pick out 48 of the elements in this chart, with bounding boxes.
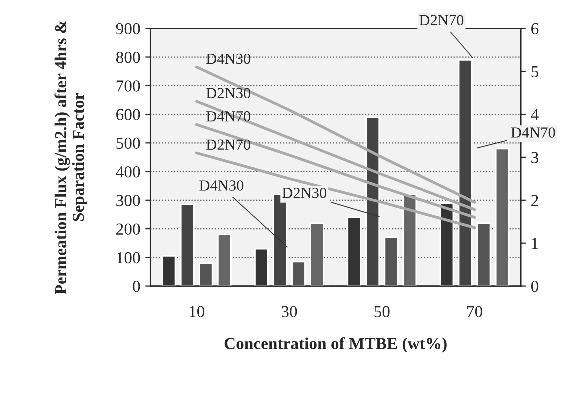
bar (310, 222, 324, 286)
x-tick-label: 70 (468, 306, 482, 318)
line-series (195, 100, 476, 212)
y-tick-label: 900 (116, 23, 140, 35)
series-label: D4N30 (206, 54, 251, 64)
line-series (195, 152, 476, 230)
y-tick-label: 600 (116, 109, 140, 120)
bar (440, 202, 454, 286)
series-label: D2N70 (206, 140, 251, 150)
y-axis-title: Permeation Flux (g/m2.h) after 4hrs & Separation Factor (54, 20, 88, 294)
y-tick-label: 800 (116, 52, 140, 64)
y2-tick-label: 4 (531, 109, 539, 120)
y2-tick-label: 0 (531, 281, 539, 292)
y2-tick-label: 6 (532, 23, 539, 35)
bar (366, 116, 380, 286)
line-series (195, 66, 476, 204)
series-label: D4N70 (206, 111, 251, 122)
y2-tick-label: 3 (532, 152, 539, 164)
x-tick-label: 50 (374, 306, 390, 318)
x-axis-title: Concentration of MTBE (wt%) (224, 338, 447, 353)
y2-tick-label: 2 (532, 195, 538, 206)
series-label: D2N30 (206, 88, 251, 99)
bar (458, 59, 473, 286)
bar (495, 148, 510, 286)
y2-tick-label: 5 (532, 66, 539, 78)
y-tick-label: 200 (116, 224, 140, 235)
bar (292, 261, 306, 286)
annotation: D2N70 (420, 15, 464, 26)
bar (347, 216, 362, 286)
y2-tick-label: 1 (532, 238, 538, 250)
x-tick-label: 10 (190, 306, 205, 318)
y-tick-label: 700 (116, 80, 140, 92)
y-tick-label: 400 (116, 166, 140, 178)
annotation: D4N70 (511, 128, 556, 138)
bar (162, 256, 176, 286)
line-series (195, 123, 476, 219)
annotation: D4N30 (200, 180, 244, 191)
bar (180, 204, 195, 286)
y-tick-label: 0 (133, 281, 140, 292)
bar (198, 262, 214, 286)
x-tick-label: 30 (282, 306, 298, 318)
bar (217, 234, 232, 286)
y-tick-label: 100 (117, 252, 140, 264)
y-tick-label: 500 (116, 138, 140, 150)
bar (254, 248, 269, 286)
bar (402, 194, 418, 286)
y-tick-label: 300 (116, 195, 140, 206)
annotation: D2N30 (282, 188, 327, 198)
